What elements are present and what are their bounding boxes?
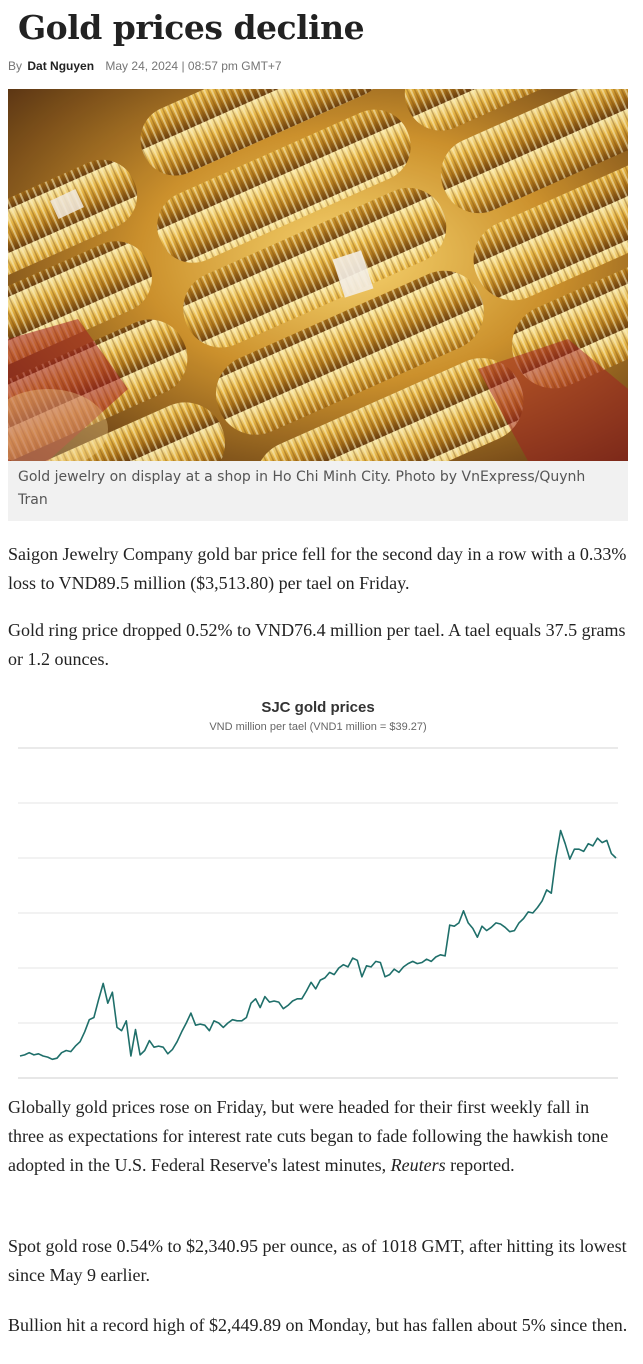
paragraph-1: Saigon Jewelry Company gold bar price fe…	[8, 544, 627, 593]
sjc-gold-price-chart	[18, 747, 618, 1079]
chart-subtitle: VND million per tael (VND1 million = $39…	[209, 721, 427, 733]
author-link[interactable]: Dat Nguyen	[27, 59, 95, 73]
gold-jewelry-image	[8, 89, 628, 461]
publish-date: May 24, 2024 | 08:57 pm GMT+7	[105, 59, 282, 73]
paragraph-3-text: Globally gold prices rose on Friday, but…	[8, 1097, 609, 1175]
article-photo	[8, 89, 628, 461]
paragraph-3-end: reported.	[445, 1155, 515, 1175]
photo-caption: Gold jewelry on display at a shop in Ho …	[8, 461, 628, 521]
paragraph-5: Bullion hit a record high of $2,449.89 o…	[8, 1315, 628, 1335]
article-title: Gold prices decline	[18, 8, 365, 47]
byline-prefix: By	[8, 59, 23, 73]
byline: By Dat Nguyen May 24, 2024 | 08:57 pm GM…	[8, 59, 282, 73]
paragraph-3: Globally gold prices rose on Friday, but…	[8, 1093, 628, 1180]
reuters-source: Reuters	[390, 1155, 446, 1175]
chart-title: SJC gold prices	[261, 699, 375, 716]
paragraph-2: Gold ring price dropped 0.52% to VND76.4…	[8, 620, 626, 669]
series-line	[19, 829, 617, 1061]
paragraph-4: Spot gold rose 0.54% to $2,340.95 per ou…	[8, 1236, 627, 1285]
